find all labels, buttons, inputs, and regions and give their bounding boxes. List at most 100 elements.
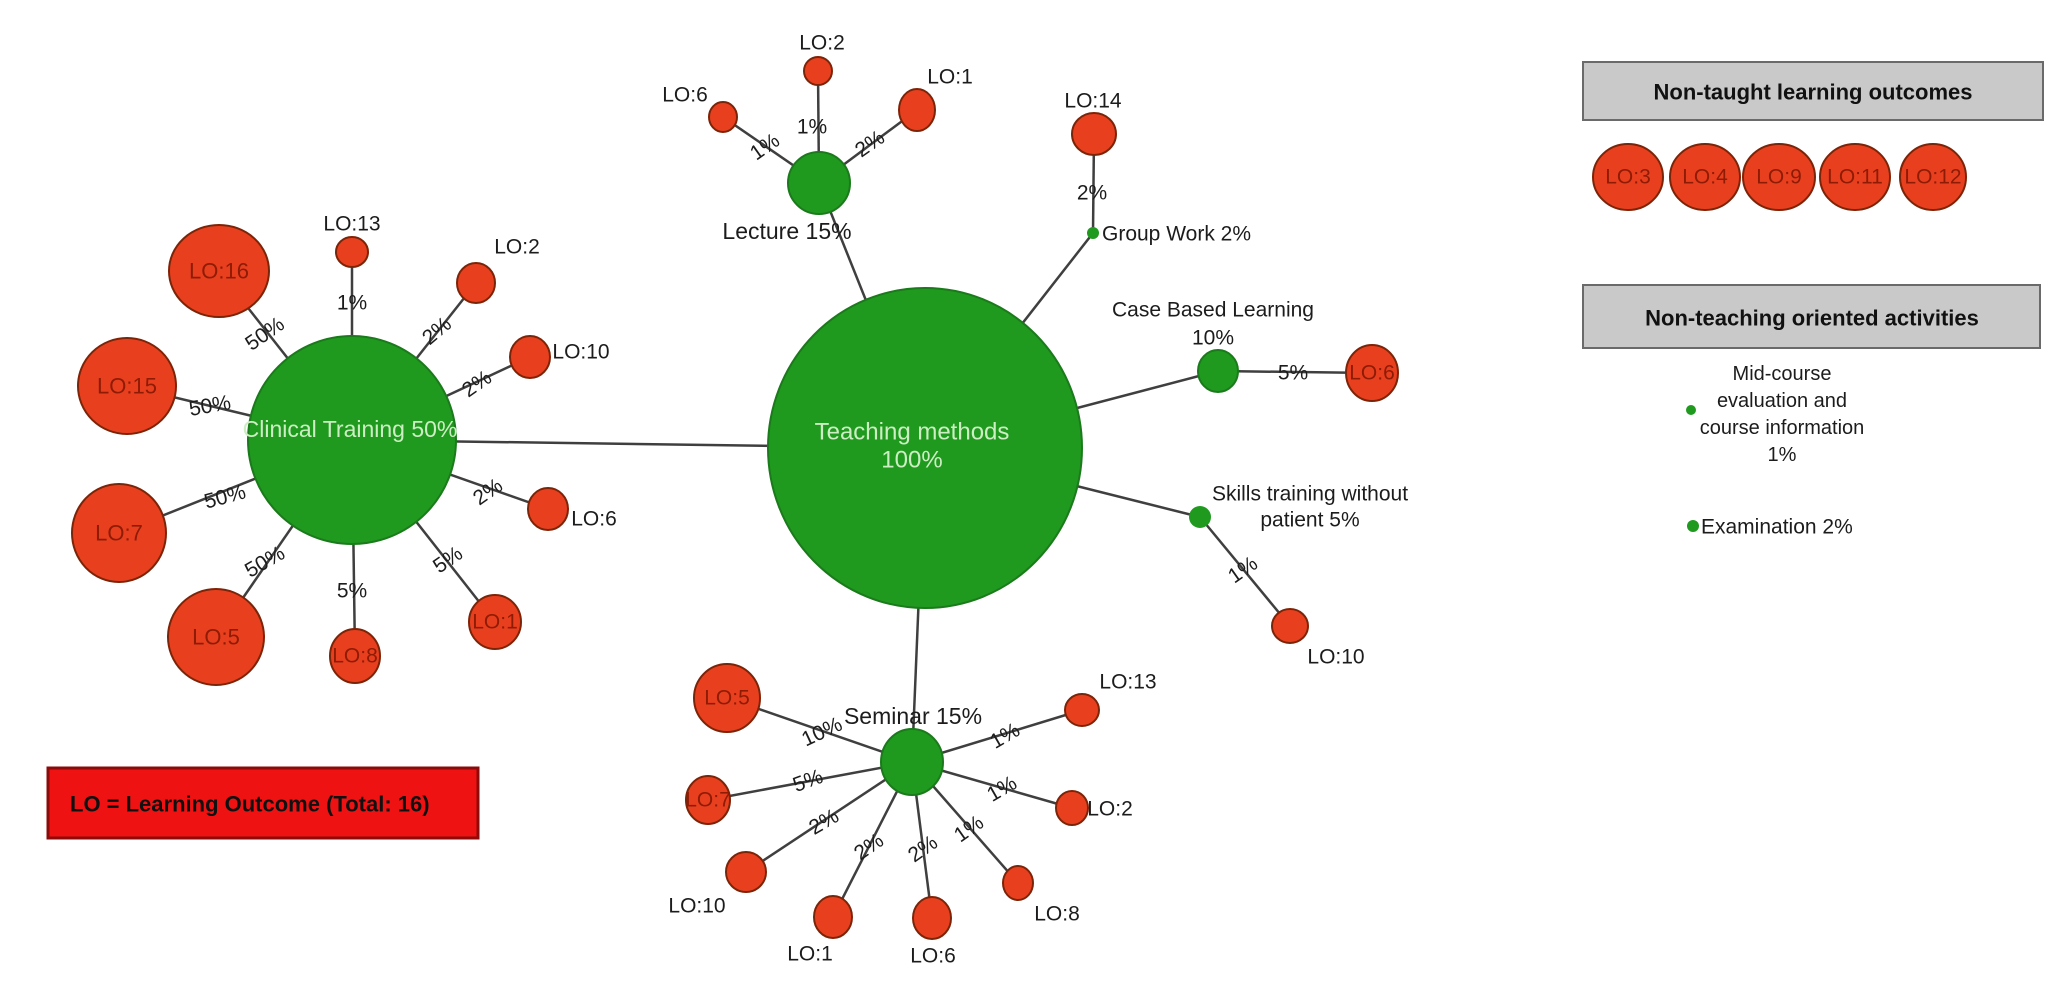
edge-weight-label: 2% xyxy=(469,474,507,510)
node-label-se-lo5: LO:5 xyxy=(704,687,750,710)
node-skills-dot xyxy=(1189,506,1211,528)
node-label-lecture: Lecture 15% xyxy=(722,218,851,244)
non-teaching-header-title: Non-teaching oriented activities xyxy=(1645,306,1979,331)
edge-weight-label: 2% xyxy=(805,804,843,839)
node-s-lo10 xyxy=(1271,608,1309,644)
edge-weight-label: 1% xyxy=(746,129,784,165)
node-label-c-lo10: LO:10 xyxy=(552,341,609,364)
node-label-nt-lo11: LO:11 xyxy=(1827,166,1883,189)
node-cbl-lo6 xyxy=(1345,344,1399,402)
legend-box xyxy=(46,766,480,840)
node-nt-lo3 xyxy=(1592,143,1664,211)
non-teaching-header-box xyxy=(1582,284,2041,349)
edge-weight-label: 5% xyxy=(429,542,467,578)
node-se-lo5 xyxy=(693,663,761,733)
node-label-g-lo14: LO:14 xyxy=(1064,90,1122,113)
legend-title: LO = Learning Outcome (Total: 16) xyxy=(70,792,430,817)
labels-layer: 50%1%2%50%2%50% 2%50%5%5%1%1% 2%2%5%1%10%5… xyxy=(70,32,1979,968)
edge-weight-label: 5% xyxy=(337,580,367,603)
node-label-cbl-lo6: LO:6 xyxy=(1349,362,1395,385)
node-label-nt-lo3: LO:3 xyxy=(1605,166,1651,189)
node-label-c-lo16: LO:16 xyxy=(189,259,249,284)
node-c-lo1 xyxy=(468,594,522,650)
node-label-se-lo10: LO:10 xyxy=(668,895,725,918)
node-c-lo6 xyxy=(527,487,569,531)
node-label-mid-dot: course information xyxy=(1700,417,1865,439)
edge-weight-label: 2% xyxy=(904,831,942,867)
node-c-lo13 xyxy=(335,236,369,268)
node-label-nt-lo4: LO:4 xyxy=(1682,166,1728,189)
edge-weight-label: 2% xyxy=(850,829,888,865)
edge-weight-label: 5% xyxy=(790,765,826,797)
node-se-lo2 xyxy=(1055,790,1089,826)
node-label-teaching: Teaching methods xyxy=(815,419,1010,446)
node-cbl xyxy=(1197,349,1239,393)
non-taught-header-title: Non-taught learning outcomes xyxy=(1654,80,1973,105)
node-se-lo7 xyxy=(685,775,731,825)
node-label-c-lo13: LO:13 xyxy=(323,213,380,236)
node-label-c-lo8: LO:8 xyxy=(332,645,378,668)
node-label-c-lo5: LO:5 xyxy=(192,625,240,650)
edge-seminar-se-lo10 xyxy=(745,760,913,874)
node-label-c-lo15: LO:15 xyxy=(97,374,157,399)
node-se-lo1 xyxy=(813,895,853,939)
node-label-teaching: 100% xyxy=(881,447,942,474)
node-c-lo5 xyxy=(167,588,265,686)
edge-weight-label: 5% xyxy=(1278,362,1308,385)
node-c-lo8 xyxy=(329,628,381,684)
node-label-cbl: 10% xyxy=(1192,327,1234,350)
node-c-lo16 xyxy=(168,224,270,318)
node-gw-dot xyxy=(1087,227,1099,239)
edge-weight-label: 1% xyxy=(983,771,1021,806)
node-se-lo8 xyxy=(1002,865,1034,901)
node-label-skills-dot: patient 5% xyxy=(1260,509,1359,532)
node-c-lo10 xyxy=(509,335,551,379)
node-label-nt-lo9: LO:9 xyxy=(1756,166,1802,189)
node-label-exam-dot: Examination 2% xyxy=(1701,516,1853,539)
edge-weight-label: 2% xyxy=(458,366,496,402)
boxes-layer xyxy=(46,61,2044,840)
node-label-clinical: Clinical Training 50% xyxy=(243,416,458,442)
node-label-mid-dot: Mid-course xyxy=(1733,363,1832,385)
edge-weight-label: 50% xyxy=(187,391,232,421)
edge-seminar-se-lo7 xyxy=(707,760,913,802)
node-label-se-lo1: LO:1 xyxy=(787,943,833,966)
node-label-c-lo7: LO:7 xyxy=(95,521,143,546)
node-l-lo1 xyxy=(898,88,936,132)
node-label-se-lo2: LO:2 xyxy=(1087,798,1133,821)
node-label-l-lo6: LO:6 xyxy=(662,84,708,107)
node-label-seminar: Seminar 15% xyxy=(844,703,982,729)
edge-weight-label: 2% xyxy=(418,312,456,349)
non-taught-header-box xyxy=(1582,61,2044,121)
node-label-mid-dot: evaluation and xyxy=(1717,390,1847,412)
nodes-layer xyxy=(71,56,1967,940)
node-label-mid-dot: 1% xyxy=(1768,444,1797,466)
node-label-se-lo6: LO:6 xyxy=(910,945,956,968)
node-label-se-lo8: LO:8 xyxy=(1034,903,1080,926)
node-label-c-lo6: LO:6 xyxy=(571,508,617,531)
edge-skills-dot-s-lo10 xyxy=(1199,516,1291,627)
node-label-se-lo7: LO:7 xyxy=(685,789,731,812)
node-c-lo15 xyxy=(77,337,177,435)
node-label-l-lo2: LO:2 xyxy=(799,32,845,55)
node-label-se-lo13: LO:13 xyxy=(1099,671,1156,694)
node-c-lo2 xyxy=(456,262,496,304)
edge-weight-label: 1% xyxy=(337,292,367,315)
edge-weight-label: 2% xyxy=(1077,182,1107,205)
node-nt-lo4 xyxy=(1669,143,1741,211)
node-label-nt-lo12: LO:12 xyxy=(1904,166,1961,189)
node-se-lo10 xyxy=(725,851,767,893)
node-nt-lo11 xyxy=(1819,143,1891,211)
node-se-lo6 xyxy=(912,896,952,940)
node-label-s-lo10: LO:10 xyxy=(1307,646,1364,669)
node-label-c-lo1: LO:1 xyxy=(472,611,518,634)
node-clinical xyxy=(247,335,457,545)
node-label-skills-dot: Skills training without xyxy=(1212,483,1408,506)
node-teaching xyxy=(767,287,1083,609)
node-c-lo7 xyxy=(71,483,167,583)
node-label-gw-dot: Group Work 2% xyxy=(1102,223,1251,246)
node-label-c-lo2: LO:2 xyxy=(494,236,540,259)
node-nt-lo9 xyxy=(1742,143,1816,211)
